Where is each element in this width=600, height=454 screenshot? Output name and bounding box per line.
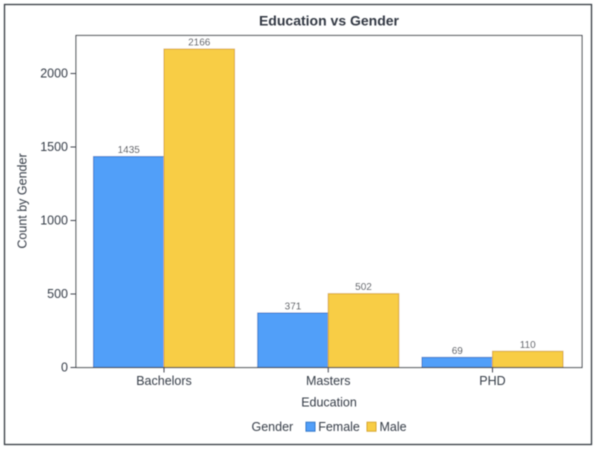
svg-text:1500: 1500	[40, 140, 68, 154]
svg-text:PHD: PHD	[479, 374, 505, 388]
svg-text:1000: 1000	[40, 214, 68, 228]
svg-text:502: 502	[355, 282, 372, 293]
svg-text:500: 500	[47, 287, 68, 301]
svg-text:2000: 2000	[40, 67, 68, 81]
svg-text:Male: Male	[380, 420, 407, 434]
svg-text:2166: 2166	[188, 38, 211, 49]
svg-text:110: 110	[520, 340, 536, 351]
svg-text:Masters: Masters	[306, 374, 350, 388]
svg-text:Count by Gender: Count by Gender	[16, 153, 30, 248]
svg-text:Bachelors: Bachelors	[136, 374, 192, 388]
svg-text:Female: Female	[318, 420, 360, 434]
svg-text:Education: Education	[301, 396, 357, 410]
svg-text:1435: 1435	[118, 145, 141, 156]
svg-text:371: 371	[285, 302, 302, 313]
svg-text:0: 0	[61, 361, 68, 375]
svg-text:Gender: Gender	[252, 420, 294, 434]
svg-text:69: 69	[452, 346, 464, 357]
svg-text:Education vs Gender: Education vs Gender	[259, 13, 400, 29]
